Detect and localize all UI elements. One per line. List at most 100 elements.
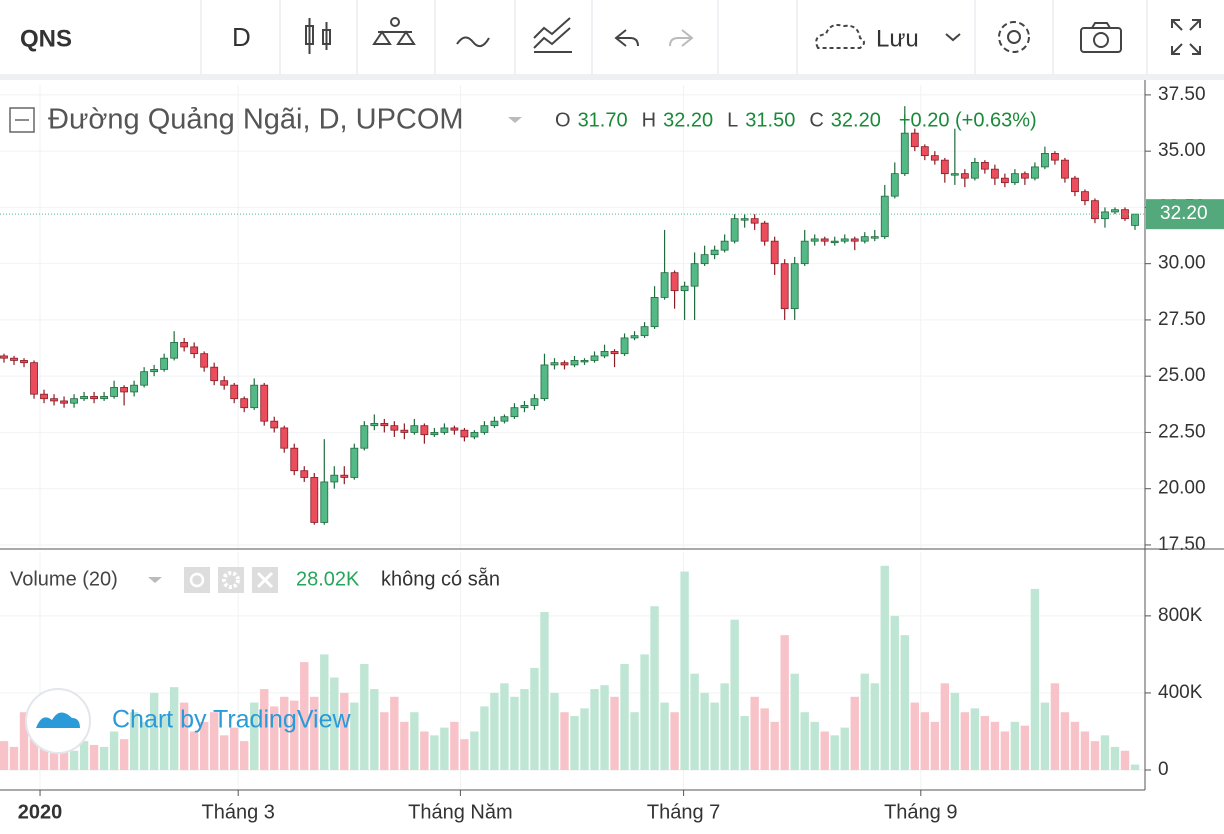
candle-body xyxy=(240,398,249,409)
volume-bar xyxy=(640,654,649,770)
volume-bar xyxy=(300,662,309,770)
candle-body xyxy=(30,362,38,395)
volume-bar xyxy=(490,692,499,770)
candle-body xyxy=(160,357,169,370)
candle-body xyxy=(1051,153,1059,161)
candle-body xyxy=(540,364,549,400)
save-button[interactable]: Lưu xyxy=(876,25,919,52)
save-dropdown[interactable] xyxy=(945,33,961,42)
candle-body xyxy=(840,238,849,242)
candle-body xyxy=(590,355,599,361)
volume-bar xyxy=(500,683,509,770)
redo-icon[interactable] xyxy=(669,29,694,47)
volume-bar xyxy=(630,712,639,770)
candle-body xyxy=(1091,200,1099,220)
volume-bar xyxy=(620,664,629,770)
candle-body xyxy=(940,159,949,175)
title-dropdown[interactable] xyxy=(508,117,522,123)
volume-bar xyxy=(1110,746,1120,770)
toolbar-separators xyxy=(200,0,1148,74)
volume-bar xyxy=(169,687,179,770)
candle-body xyxy=(1020,173,1029,179)
volume-bar xyxy=(440,727,449,770)
watermark[interactable]: Chart by TradingView xyxy=(112,706,351,734)
volume-bar xyxy=(29,721,39,770)
fullscreen-icon[interactable] xyxy=(1171,19,1201,55)
volume-bar xyxy=(870,683,879,770)
candle-body xyxy=(500,416,509,422)
candle-body xyxy=(1081,191,1089,202)
candle-body xyxy=(890,173,899,197)
candle-body xyxy=(750,218,759,224)
volume-bar xyxy=(420,731,429,770)
compare-icon[interactable] xyxy=(372,17,416,45)
candle-body xyxy=(810,238,819,242)
volume-bar xyxy=(179,702,189,770)
watermark-logo-cloud xyxy=(36,712,80,728)
volume-bar xyxy=(1030,588,1040,770)
candle-body xyxy=(730,218,739,242)
candle-body xyxy=(380,423,389,427)
volume-bar xyxy=(510,696,519,770)
volume-bar xyxy=(119,739,129,770)
candle-body xyxy=(640,326,649,337)
y-tick-label: 30.00 xyxy=(1158,253,1206,274)
volume-bar xyxy=(830,735,839,770)
candle-body xyxy=(400,429,409,433)
indicator-icon[interactable] xyxy=(456,36,490,48)
candle-body xyxy=(1131,213,1139,226)
candle-body xyxy=(720,240,729,251)
volume-buttons[interactable] xyxy=(184,567,278,593)
volume-bar xyxy=(820,731,829,770)
volume-bar xyxy=(350,702,359,770)
candle-body xyxy=(220,380,229,386)
candle-body xyxy=(120,387,129,393)
candle-body xyxy=(660,272,669,298)
x-tick-label: Tháng 3 xyxy=(202,801,275,823)
y-tick-label: 27.50 xyxy=(1158,309,1206,330)
candle-body xyxy=(430,432,439,436)
ohlc-label: H xyxy=(642,109,656,131)
candle-body xyxy=(830,240,839,244)
interval-button[interactable]: D xyxy=(232,22,251,52)
cloud-icon[interactable] xyxy=(815,24,865,49)
volume-bar xyxy=(330,677,339,770)
candle-body xyxy=(960,173,969,179)
candle-body xyxy=(350,447,359,478)
settings-icon[interactable] xyxy=(998,21,1030,53)
volume-bar xyxy=(59,746,69,770)
candle-body xyxy=(170,342,179,359)
y-tick-label: 17.50 xyxy=(1158,534,1206,555)
volume-dropdown[interactable] xyxy=(148,577,162,583)
volume-bar xyxy=(390,696,399,770)
candle-body xyxy=(850,238,859,242)
volume-bar xyxy=(1000,731,1010,770)
candle-body xyxy=(1031,166,1039,179)
y-tick-label: 22.50 xyxy=(1158,421,1206,442)
templates-icon[interactable] xyxy=(533,17,572,53)
volume-bar xyxy=(1060,712,1070,770)
candle-body xyxy=(920,146,929,157)
volume-bar xyxy=(960,712,970,770)
volume-bar xyxy=(780,635,789,770)
toolbar xyxy=(0,0,1224,76)
snapshot-icon[interactable] xyxy=(1080,22,1122,53)
volume-bar xyxy=(810,721,819,770)
candles-icon[interactable] xyxy=(305,18,331,54)
volume-bar xyxy=(840,727,849,770)
volume-bar xyxy=(610,696,619,770)
volume-tick-label: 800K xyxy=(1158,605,1203,626)
volume-bar xyxy=(690,673,699,770)
candle-body xyxy=(820,238,829,242)
y-tick-label: 37.50 xyxy=(1158,84,1206,105)
y-tick-label: 35.00 xyxy=(1158,140,1206,161)
candle-body xyxy=(310,477,319,523)
candle-body xyxy=(1000,177,1009,184)
undo-icon[interactable] xyxy=(614,29,639,47)
candle-body xyxy=(880,195,889,238)
last-price-tag xyxy=(1146,199,1224,230)
volume-bar xyxy=(189,731,199,770)
y-tick-label: 25.00 xyxy=(1158,365,1206,386)
symbol-button[interactable]: QNS xyxy=(20,25,72,52)
volume-bar xyxy=(940,683,950,770)
